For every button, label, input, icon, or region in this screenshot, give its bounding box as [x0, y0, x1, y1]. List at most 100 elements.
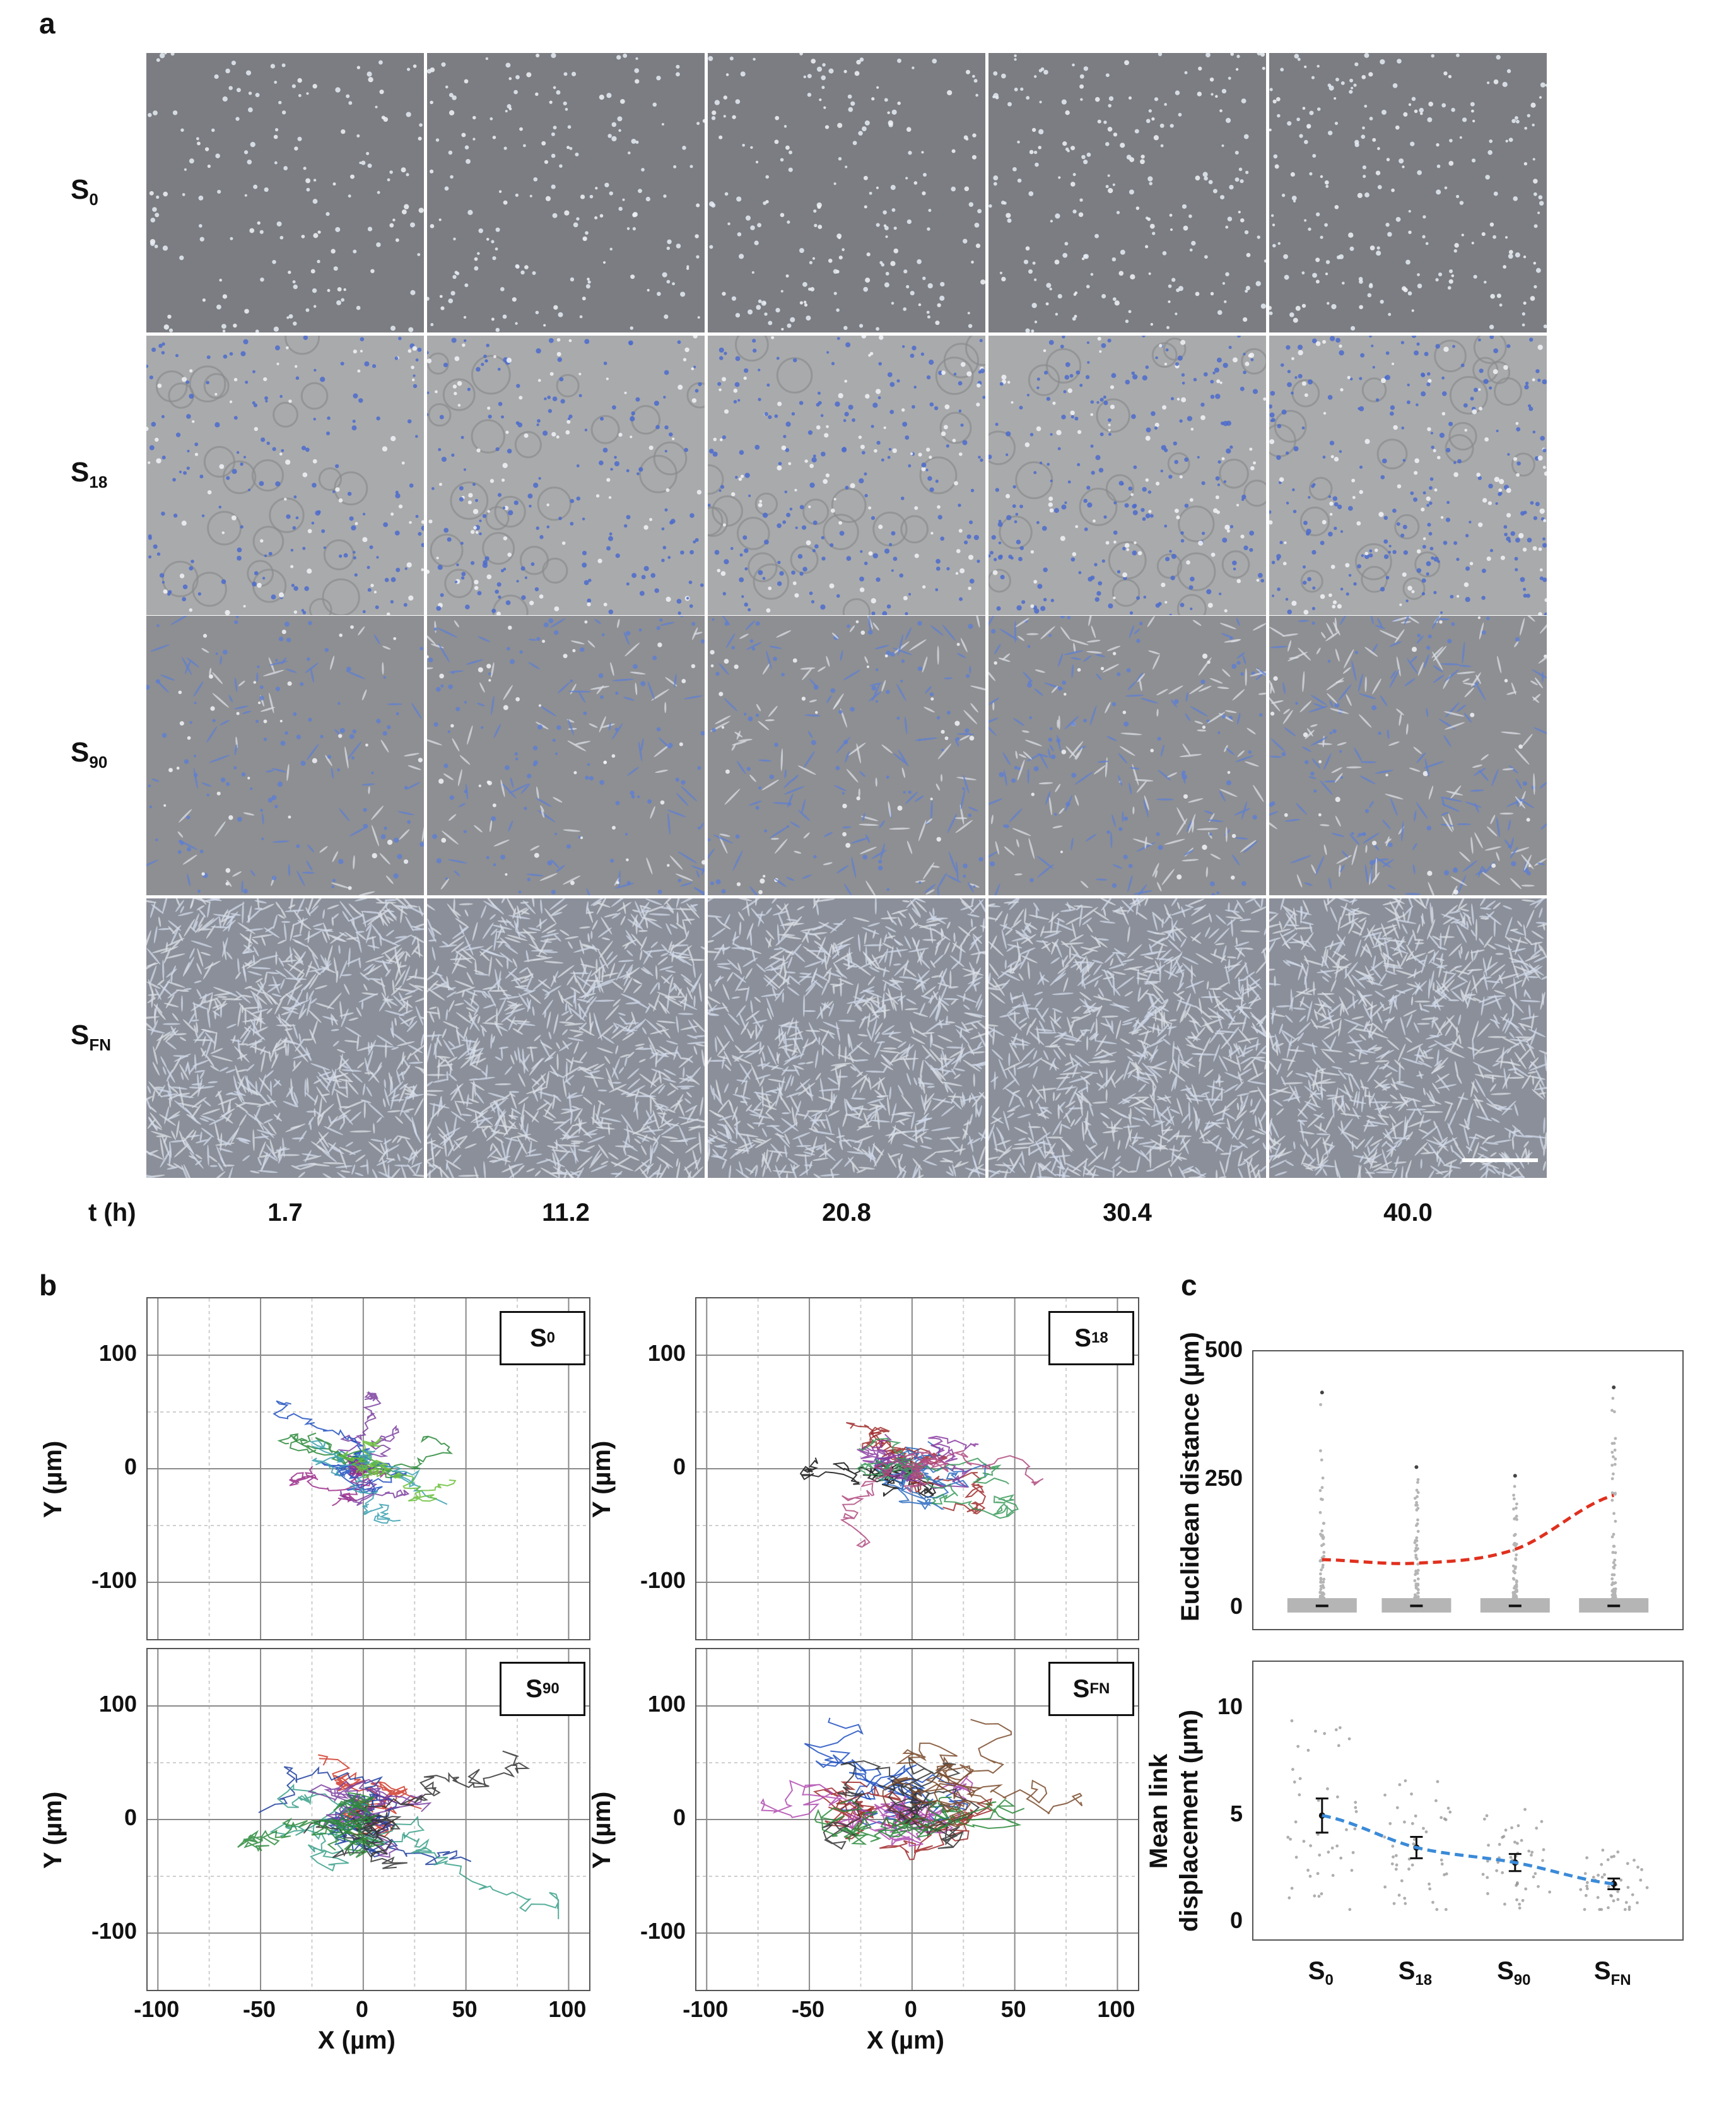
- data-point: [1415, 1501, 1418, 1504]
- data-point: [1416, 1491, 1420, 1495]
- data-point: [1645, 1886, 1649, 1890]
- data-point: [1330, 1846, 1334, 1850]
- data-point: [1609, 1893, 1612, 1897]
- micrograph-fn-t3: [708, 898, 985, 1178]
- data-point: [1321, 1565, 1325, 1569]
- y-tick-label: -100: [91, 1567, 137, 1593]
- plot-badge-subscript: 18: [1091, 1329, 1108, 1346]
- data-point: [1513, 1586, 1516, 1590]
- data-point: [1611, 1396, 1615, 1400]
- row-label-subscript: 18: [89, 472, 108, 491]
- y-tick-label: 500: [1204, 1336, 1243, 1362]
- micrograph-0-t3: [708, 53, 985, 332]
- y-axis-label: Euclidean distance (µm): [1176, 1332, 1204, 1621]
- data-point: [1597, 1873, 1600, 1877]
- data-point: [1537, 1885, 1540, 1888]
- data-point: [1413, 1593, 1417, 1597]
- micrograph-18-t2: [427, 336, 705, 615]
- data-point: [1416, 1591, 1420, 1595]
- panel-letter-b: b: [39, 1269, 57, 1302]
- y-tick-label: 0: [1229, 1593, 1243, 1620]
- data-point: [1428, 1887, 1432, 1891]
- data-point: [1354, 1809, 1358, 1813]
- y-tick-label: 100: [98, 1691, 137, 1717]
- data-point: [1610, 1464, 1614, 1467]
- data-point: [1616, 1850, 1620, 1854]
- data-point: [1510, 1826, 1513, 1830]
- data-point: [1485, 1814, 1489, 1818]
- category-label-0: S0: [1308, 1957, 1334, 1989]
- data-point: [1601, 1849, 1605, 1852]
- data-point: [1603, 1873, 1606, 1876]
- data-point: [1440, 1816, 1443, 1820]
- data-point: [1416, 1522, 1419, 1526]
- max-point: [1612, 1385, 1616, 1390]
- data-point: [1354, 1806, 1358, 1809]
- data-point: [1534, 1872, 1537, 1876]
- trajectory-plot-18: [695, 1297, 1139, 1640]
- micrograph-90-t2: [427, 616, 705, 895]
- x-tick-label: 0: [355, 1996, 368, 2022]
- data-point: [1395, 1863, 1399, 1867]
- scale-bar: [1462, 1158, 1538, 1162]
- data-point: [1524, 1887, 1528, 1891]
- plot-badge-fn: S FN: [1048, 1662, 1134, 1716]
- data-point: [1306, 1869, 1310, 1872]
- data-point: [1486, 1859, 1489, 1863]
- micrograph-0-t2: [427, 53, 705, 332]
- y-tick-label: -100: [640, 1567, 686, 1593]
- data-point: [1404, 1779, 1407, 1782]
- row-label-90: S90: [71, 736, 108, 772]
- data-point: [1585, 1881, 1589, 1885]
- data-point: [1612, 1596, 1616, 1599]
- plot-badge-18: S 18: [1048, 1311, 1134, 1365]
- data-point: [1391, 1844, 1395, 1848]
- data-point: [1388, 1822, 1392, 1825]
- data-point: [1515, 1502, 1518, 1506]
- data-point: [1338, 1726, 1342, 1729]
- data-point: [1612, 1512, 1616, 1515]
- data-point: [1407, 1867, 1410, 1871]
- data-point: [1616, 1898, 1620, 1902]
- data-point: [1293, 1780, 1296, 1784]
- data-point: [1318, 1853, 1322, 1857]
- data-point: [1611, 1551, 1615, 1555]
- data-point: [1623, 1908, 1627, 1912]
- data-point: [1428, 1882, 1431, 1886]
- data-point: [1314, 1729, 1317, 1733]
- data-point: [1308, 1874, 1312, 1878]
- data-point: [1322, 1580, 1325, 1584]
- data-point: [1612, 1442, 1616, 1445]
- data-point: [1322, 1577, 1326, 1581]
- category-label-fn: SFN: [1593, 1957, 1631, 1989]
- data-point: [1516, 1824, 1520, 1828]
- data-point: [1320, 1568, 1323, 1572]
- data-point: [1598, 1908, 1602, 1912]
- y-tick-label: 100: [98, 1340, 137, 1366]
- data-point: [1511, 1591, 1515, 1595]
- data-point: [1335, 1844, 1339, 1848]
- data-point: [1416, 1481, 1419, 1485]
- data-point: [1289, 1837, 1292, 1841]
- data-point: [1515, 1506, 1518, 1510]
- data-point: [1319, 1580, 1322, 1584]
- y-axis-label: Y (µm): [39, 1440, 67, 1518]
- data-point: [1610, 1477, 1614, 1481]
- data-point: [1398, 1783, 1402, 1787]
- data-point: [1607, 1906, 1610, 1910]
- data-point: [1486, 1892, 1489, 1895]
- data-point: [1317, 1895, 1321, 1898]
- data-point: [1614, 1437, 1617, 1440]
- data-point: [1633, 1859, 1636, 1862]
- max-point: [1513, 1474, 1517, 1478]
- data-point: [1498, 1843, 1501, 1846]
- data-point: [1337, 1744, 1340, 1748]
- x-tick-label: 100: [548, 1996, 587, 2022]
- data-point: [1313, 1894, 1317, 1898]
- data-point: [1585, 1885, 1588, 1888]
- data-point: [1296, 1744, 1300, 1748]
- data-point: [1610, 1450, 1614, 1454]
- y-tick-label: 0: [1229, 1907, 1243, 1933]
- x-tick-label: -50: [792, 1996, 825, 2022]
